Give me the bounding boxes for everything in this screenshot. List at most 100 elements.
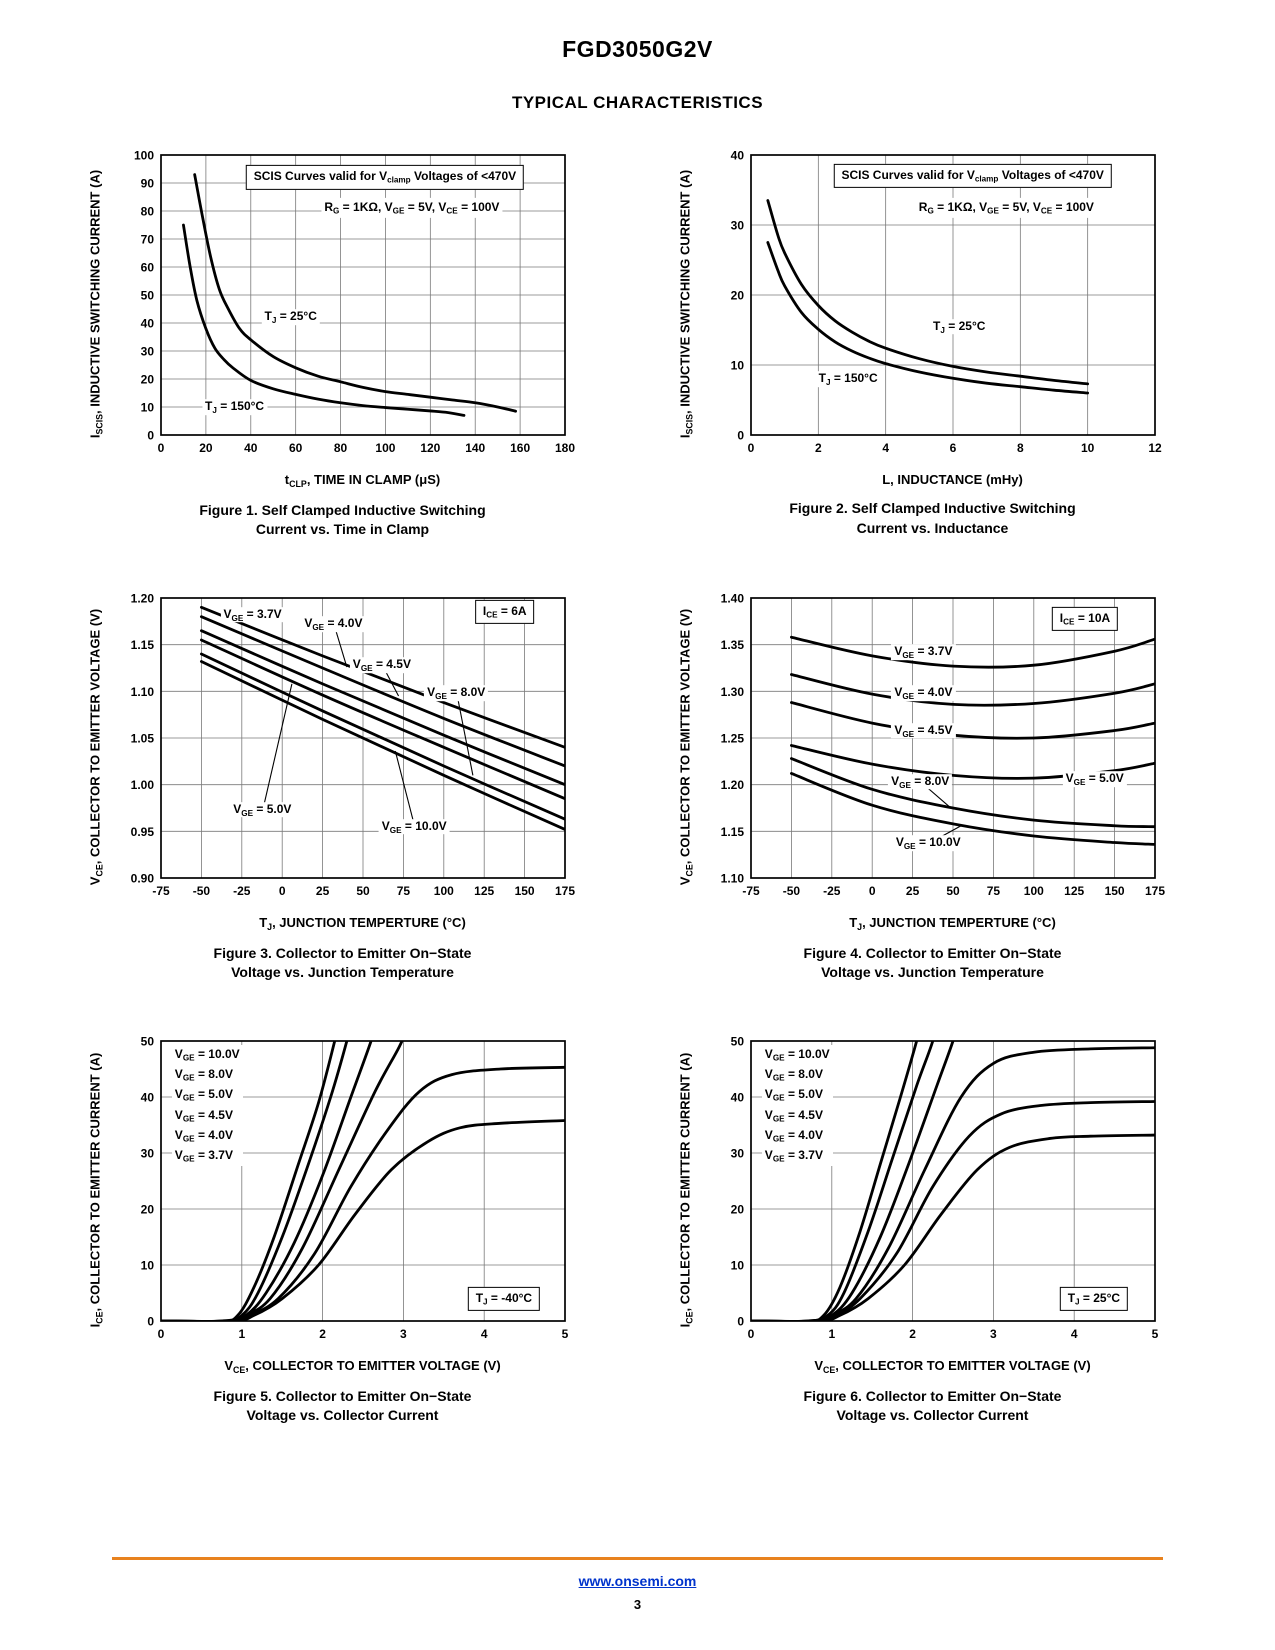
chart-annotation: SCIS Curves valid for Vclamp Voltages of… xyxy=(833,163,1112,189)
y-axis-label: VCE, COLLECTOR TO EMITTER VOLTAGE (V) xyxy=(677,608,694,886)
svg-text:50: 50 xyxy=(730,1035,744,1049)
chart-annotation: VGE = 10.0V VGE = 8.0V VGE = 5.0V VGE = 4.5… xyxy=(761,1044,833,1167)
svg-text:100: 100 xyxy=(433,884,453,898)
svg-text:125: 125 xyxy=(474,884,494,898)
curve-label: VGE = 8.0V xyxy=(888,774,953,790)
svg-text:1.35: 1.35 xyxy=(720,638,744,652)
svg-text:5: 5 xyxy=(1151,1327,1158,1341)
figure-6: ICE, COLLECTOR TO EMITTER CURRENT (A) 0 1 2… xyxy=(673,1025,1193,1426)
footer-link[interactable]: www.onsemi.com xyxy=(578,1573,697,1589)
plot-area: 0 1 2 3 4 5 0 10 20 30 40 50 VGE = 10.0V VGE = 8.0V VG… xyxy=(699,1025,1169,1375)
curve-label: VGE = 3.7V xyxy=(220,607,285,623)
curve-label: TJ = 25°C xyxy=(261,309,320,326)
svg-text:1.20: 1.20 xyxy=(720,778,744,792)
svg-text:0: 0 xyxy=(157,441,164,455)
svg-text:10: 10 xyxy=(140,401,154,415)
page-number: 3 xyxy=(633,1597,642,1612)
svg-text:40: 40 xyxy=(244,441,258,455)
figure-2: ISCIS, INDUCTIVE SWITCHING CURRENT (A) 0 2… xyxy=(673,139,1193,540)
curve-label: VGE = 4.5V xyxy=(349,657,414,674)
caption-line: Voltage vs. Collector Current xyxy=(246,1407,439,1424)
svg-text:50: 50 xyxy=(140,289,154,303)
curve-label: TJ = 25°C xyxy=(930,318,989,335)
svg-text:12: 12 xyxy=(1148,441,1162,455)
svg-text:10: 10 xyxy=(1080,441,1094,455)
caption-line: Figure 3. Collector to Emitter On−State xyxy=(213,944,472,961)
svg-text:5: 5 xyxy=(561,1327,568,1341)
svg-text:1: 1 xyxy=(238,1327,245,1341)
svg-text:20: 20 xyxy=(140,373,154,387)
svg-text:20: 20 xyxy=(730,1203,744,1217)
figure-5-chart: ICE, COLLECTOR TO EMITTER CURRENT (A) 0 1 2… xyxy=(83,1025,603,1375)
curve-label: VGE = 5.0V xyxy=(1062,771,1127,787)
chart-annotation: ICE = 6A xyxy=(474,599,535,625)
caption-line: Figure 6. Collector to Emitter On−State xyxy=(803,1387,1062,1404)
svg-text:90: 90 xyxy=(140,177,154,191)
svg-text:0: 0 xyxy=(147,429,154,443)
figure-5-caption: Figure 5. Collector to Emitter On−State … xyxy=(83,1387,603,1426)
chart-annotation: VGE = 10.0V VGE = 8.0V VGE = 5.0V VGE = 4.5… xyxy=(171,1044,243,1167)
figure-3-caption: Figure 3. Collector to Emitter On−State … xyxy=(83,944,603,983)
chart-canvas: 0 2 4 6 8 10 12 0 10 20 30 40 xyxy=(730,149,1162,456)
svg-text:25: 25 xyxy=(905,884,919,898)
svg-text:-25: -25 xyxy=(823,884,841,898)
figure-6-chart: ICE, COLLECTOR TO EMITTER CURRENT (A) 0 1 2… xyxy=(673,1025,1193,1375)
svg-text:20: 20 xyxy=(730,289,744,303)
svg-text:20: 20 xyxy=(199,441,213,455)
svg-text:80: 80 xyxy=(140,205,154,219)
svg-text:100: 100 xyxy=(1023,884,1043,898)
chart-canvas: -75 -50 -25 0 25 50 75 100 125 150 175 0.90 0.95 1.00… xyxy=(130,592,575,899)
chart-annotation: TJ = -40°C xyxy=(467,1286,541,1311)
svg-text:25: 25 xyxy=(315,884,329,898)
caption-line: Current vs. Time in Clamp xyxy=(255,521,430,538)
svg-text:1.15: 1.15 xyxy=(720,825,744,839)
svg-text:8: 8 xyxy=(1016,441,1023,455)
svg-text:1.15: 1.15 xyxy=(130,638,154,652)
y-axis-label: ISCIS, INDUCTIVE SWITCHING CURRENT (A) xyxy=(87,169,104,439)
svg-text:10: 10 xyxy=(730,359,744,373)
svg-text:4: 4 xyxy=(480,1327,487,1341)
figure-1: ISCIS, INDUCTIVE SWITCHING CURRENT (A) 0 2… xyxy=(83,139,603,540)
svg-text:6: 6 xyxy=(949,441,956,455)
svg-text:150: 150 xyxy=(514,884,534,898)
figure-6-caption: Figure 6. Collector to Emitter On−State … xyxy=(673,1387,1193,1426)
caption-line: Figure 2. Self Clamped Inductive Switchi… xyxy=(789,500,1076,516)
svg-text:50: 50 xyxy=(356,884,370,898)
svg-text:30: 30 xyxy=(140,1147,154,1161)
plot-area: -75 -50 -25 0 25 50 75 100 125 150 175 1.10 1.15 1.20… xyxy=(699,582,1169,932)
page-title: FGD3050G2V xyxy=(562,36,713,62)
svg-text:-25: -25 xyxy=(233,884,251,898)
svg-text:120: 120 xyxy=(420,441,440,455)
svg-text:2: 2 xyxy=(319,1327,326,1341)
svg-text:0: 0 xyxy=(747,441,754,455)
x-axis-label: VCE, COLLECTOR TO EMITTER VOLTAGE (V) xyxy=(814,1358,1091,1375)
y-axis-label: ICE, COLLECTOR TO EMITTER CURRENT (A) xyxy=(677,1052,694,1328)
svg-text:150: 150 xyxy=(1104,884,1124,898)
plot-area: -75 -50 -25 0 25 50 75 100 125 150 175 0.90 0.95 1.00… xyxy=(109,582,579,932)
svg-text:1.30: 1.30 xyxy=(720,685,744,699)
svg-text:3: 3 xyxy=(400,1327,407,1341)
svg-text:30: 30 xyxy=(730,219,744,233)
svg-text:3: 3 xyxy=(990,1327,997,1341)
svg-text:80: 80 xyxy=(333,441,347,455)
y-axis-label: ISCIS, INDUCTIVE SWITCHING CURRENT (A) xyxy=(677,169,694,439)
x-axis-label: tCLP, TIME IN CLAMP (μS) xyxy=(284,472,441,489)
svg-text:2: 2 xyxy=(814,441,821,455)
svg-text:10: 10 xyxy=(140,1259,154,1273)
figure-1-chart: ISCIS, INDUCTIVE SWITCHING CURRENT (A) 0 2… xyxy=(83,139,603,489)
curve-label: VGE = 10.0V xyxy=(378,818,450,835)
svg-text:20: 20 xyxy=(140,1203,154,1217)
svg-text:160: 160 xyxy=(510,441,530,455)
svg-text:1: 1 xyxy=(828,1327,835,1341)
svg-text:0: 0 xyxy=(868,884,875,898)
caption-line: Current vs. Inductance xyxy=(856,519,1009,536)
x-axis-label: TJ, JUNCTION TEMPERTURE (°C) xyxy=(849,915,1056,932)
svg-text:50: 50 xyxy=(140,1035,154,1049)
svg-text:1.25: 1.25 xyxy=(720,732,744,746)
svg-text:100: 100 xyxy=(133,149,153,163)
curve-label: TJ = 150°C xyxy=(815,371,881,387)
curve-label: VGE = 4.0V xyxy=(891,685,956,702)
y-axis-label: VCE, COLLECTOR TO EMITTER VOLTAGE (V) xyxy=(87,608,104,886)
figure-3: VCE, COLLECTOR TO EMITTER VOLTAGE (V) -75… xyxy=(83,582,603,983)
chart-annotation: TJ = 25°C xyxy=(1059,1286,1129,1311)
